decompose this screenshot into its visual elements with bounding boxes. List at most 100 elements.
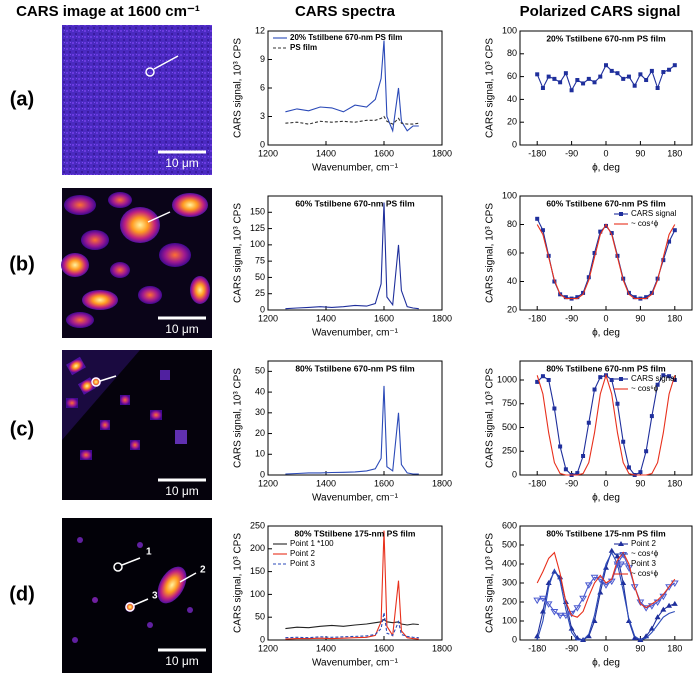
y-axis-label: CARS signal, 10³ CPS <box>233 533 244 633</box>
data-point <box>661 373 666 378</box>
y-tick-label: 500 <box>502 539 517 549</box>
x-tick-label: 180 <box>667 148 682 158</box>
x-axis-label: ϕ, deg <box>592 658 620 669</box>
y-tick-label: 0 <box>512 634 517 644</box>
data-point <box>667 239 672 244</box>
row-label: (d) <box>9 583 35 605</box>
legend-label: Point 2 <box>631 539 656 548</box>
y-tick-label: 9 <box>260 54 265 64</box>
y-tick-label: 400 <box>502 558 517 568</box>
y-tick-label: 250 <box>250 520 265 530</box>
data-point <box>568 625 575 631</box>
data-point <box>648 625 655 631</box>
legend-label: Point 2 <box>290 549 315 558</box>
y-tick-label: 40 <box>507 94 517 104</box>
x-tick-label: 0 <box>603 478 608 488</box>
data-point <box>544 601 553 608</box>
data-point <box>584 582 593 589</box>
y-tick-label: 40 <box>255 386 265 396</box>
x-axis-label: Wavenumber, cm⁻¹ <box>312 328 399 339</box>
data-point <box>552 406 557 411</box>
y-tick-label: 0 <box>512 139 517 149</box>
series-line <box>285 618 419 630</box>
x-tick-label: 1600 <box>374 478 394 488</box>
y-axis-label: CARS signal, 10³ CPS <box>485 38 496 138</box>
data-point <box>575 78 580 83</box>
y-tick-label: 250 <box>502 446 517 456</box>
data-point <box>649 414 654 419</box>
x-tick-label: 1400 <box>316 643 336 653</box>
y-tick-label: 30 <box>255 407 265 417</box>
data-point <box>573 605 582 612</box>
y-axis-label: CARS signal, 10³ CPS <box>485 533 496 633</box>
x-axis-label: Wavenumber, cm⁻¹ <box>312 658 399 669</box>
legend-marker <box>618 541 624 546</box>
data-point <box>563 295 568 300</box>
chart-title: 80% Tstilbene 670-nm PS film <box>546 363 666 373</box>
data-point <box>586 420 591 425</box>
legend-label: ~ cos⁴ϕ <box>631 549 659 558</box>
x-tick-label: 1400 <box>316 478 336 488</box>
legend-label: Point 3 <box>290 559 315 568</box>
x-axis-label: Wavenumber, cm⁻¹ <box>312 163 399 174</box>
y-tick-label: 125 <box>250 223 265 233</box>
data-point <box>670 580 679 587</box>
data-point <box>546 74 551 79</box>
x-tick-label: 1200 <box>258 313 278 323</box>
y-tick-label: 0 <box>260 634 265 644</box>
data-point <box>586 275 591 280</box>
legend-label: Point 1 *100 <box>290 539 334 548</box>
scale-bar-label: 10 μm <box>165 156 199 170</box>
y-tick-label: 20 <box>507 117 517 127</box>
x-tick-label: 1200 <box>258 478 278 488</box>
data-point <box>655 86 660 90</box>
x-tick-label: 1800 <box>432 478 452 488</box>
x-tick-label: 90 <box>635 313 645 323</box>
column-header: CARS spectra <box>295 3 396 20</box>
x-tick-label: 1800 <box>432 148 452 158</box>
series-line <box>536 64 676 92</box>
legend-marker <box>617 561 625 568</box>
data-point <box>598 375 603 380</box>
scale-bar-label: 10 μm <box>165 322 199 336</box>
chart-title: 60% Tstilbene 670-nm PS film <box>546 198 666 208</box>
data-point <box>579 595 587 603</box>
chart-title: 80% Tstilbene 175-nm PS film <box>546 528 666 538</box>
data-point <box>581 290 586 295</box>
legend-marker <box>619 212 623 216</box>
data-point <box>534 633 541 639</box>
data-point <box>621 439 626 444</box>
legend-label: 20% Tstilbene 670-nm PS film <box>290 33 402 42</box>
y-axis-label: CARS signal, 10³ CPS <box>233 203 244 303</box>
data-point <box>540 228 545 233</box>
x-tick-label: 0 <box>603 313 608 323</box>
data-point <box>590 574 599 582</box>
series-line <box>285 115 419 125</box>
y-tick-label: 100 <box>502 615 517 625</box>
y-tick-label: 0 <box>260 139 265 149</box>
x-axis-label: ϕ, deg <box>592 163 620 174</box>
y-axis-label: CARS signal, 10³ CPS <box>485 368 496 468</box>
x-axis-label: Wavenumber, cm⁻¹ <box>312 493 399 504</box>
series-line <box>285 385 419 475</box>
chart-title: 60% Tstilbene 670-nm PS film <box>295 198 415 208</box>
data-point <box>535 72 540 77</box>
y-tick-label: 150 <box>250 566 265 576</box>
plot-frame <box>267 360 443 476</box>
legend-marker <box>619 377 623 381</box>
x-tick-label: -90 <box>565 643 578 653</box>
cars-image: 10 μm <box>62 25 212 175</box>
x-tick-label: 180 <box>667 478 682 488</box>
y-tick-label: 20 <box>255 428 265 438</box>
data-point <box>558 80 563 85</box>
series-line <box>536 551 676 618</box>
data-point <box>666 602 673 608</box>
y-tick-label: 60 <box>507 71 517 81</box>
x-axis-label: ϕ, deg <box>592 328 620 339</box>
y-tick-label: 100 <box>250 589 265 599</box>
y-tick-label: 750 <box>502 398 517 408</box>
x-tick-label: 90 <box>635 478 645 488</box>
column-header: CARS image at 1600 cm⁻¹ <box>16 3 200 20</box>
x-tick-label: 180 <box>667 313 682 323</box>
data-point <box>598 74 603 79</box>
